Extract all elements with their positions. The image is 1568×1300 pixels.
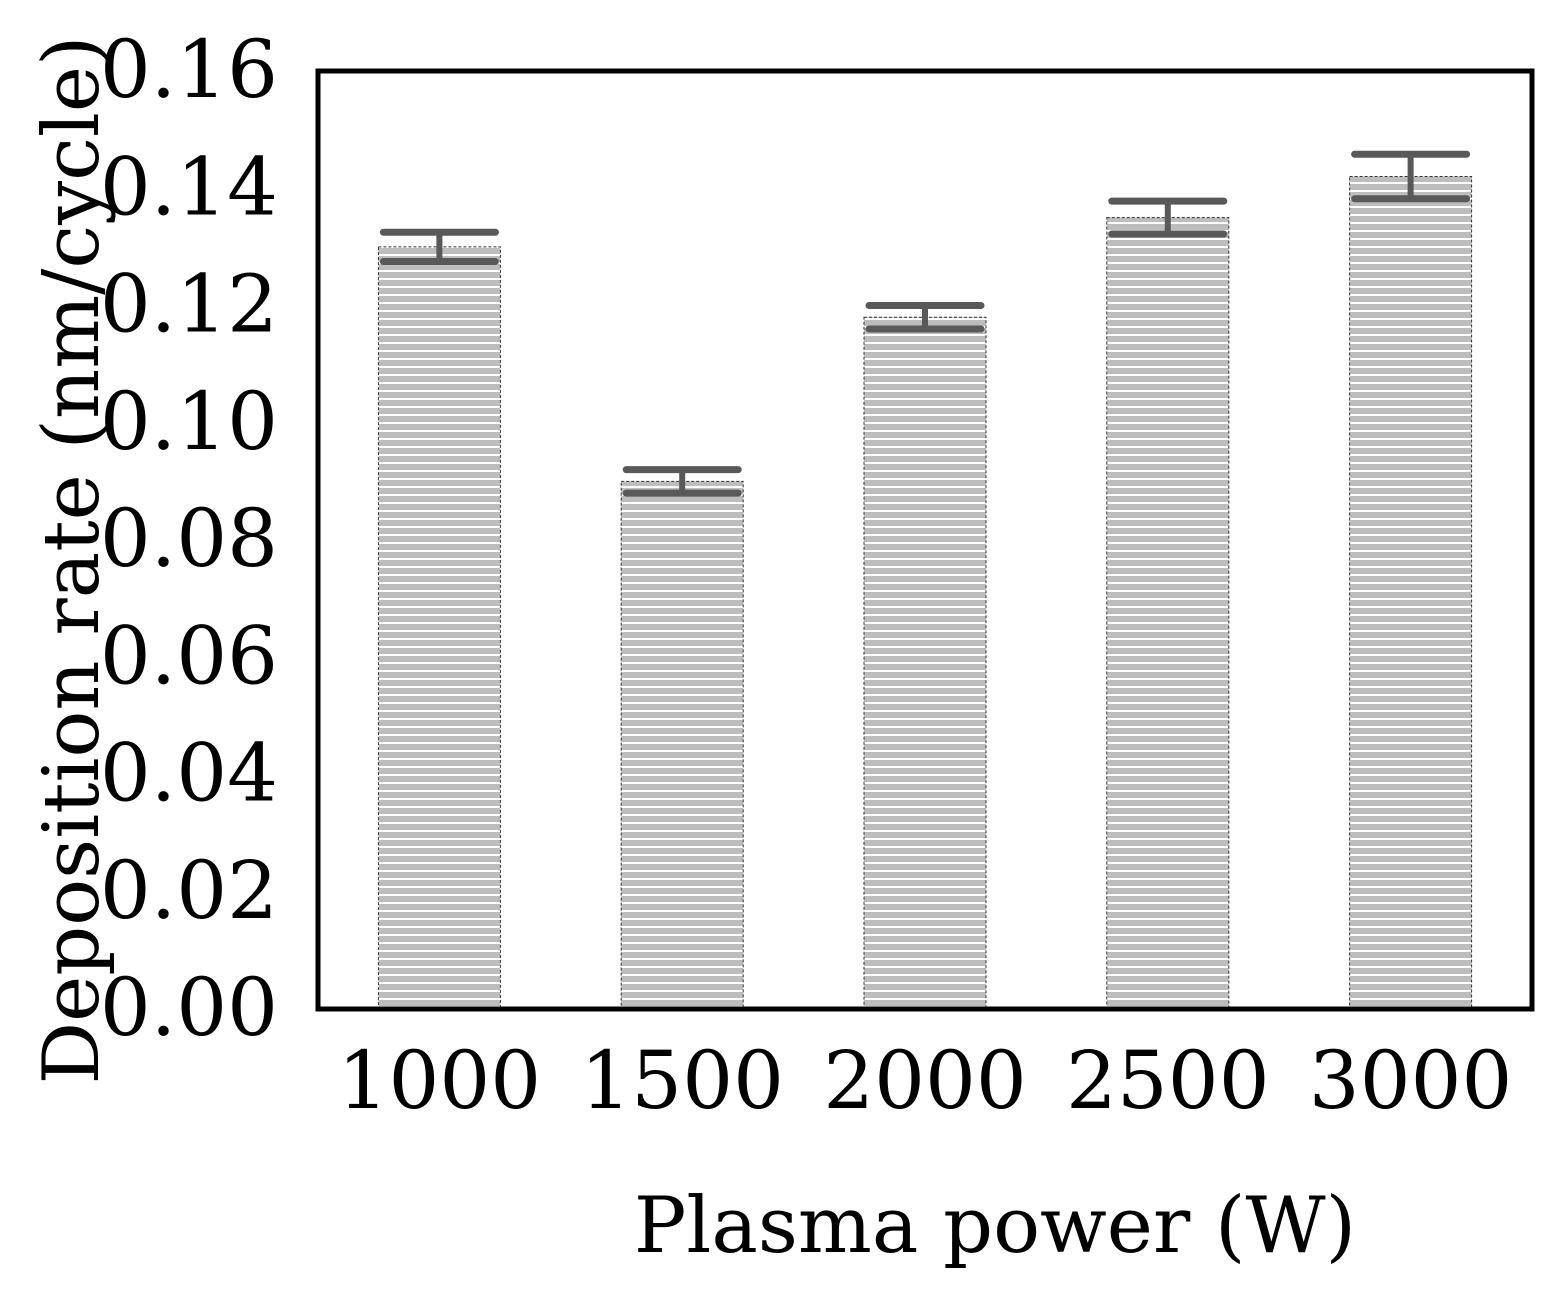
y-tick-label: 0.16: [100, 23, 278, 116]
y-axis-title: Deposition rate (nm/cycle): [27, 36, 117, 1085]
plot-area-frame: [315, 68, 1535, 1012]
y-tick-label: 0.10: [100, 375, 278, 468]
y-tick-label: 0.12: [100, 258, 278, 351]
x-tick-label-2500: 2500: [1066, 1034, 1270, 1127]
x-axis-title: Plasma power (W): [634, 1181, 1356, 1271]
y-tick-label: 0.14: [100, 140, 278, 233]
y-tick-label: 0.00: [100, 961, 278, 1054]
y-tick-label: 0.02: [100, 844, 278, 937]
bar-3000: [1349, 176, 1473, 1010]
y-tick-label: 0.08: [100, 492, 278, 585]
y-tick-label: 0.06: [100, 609, 278, 702]
y-tick-labels: 0.00 0.02 0.04 0.06 0.08 0.10 0.12 0.14 0.16: [100, 23, 278, 1054]
x-tick-label-1500: 1500: [580, 1034, 784, 1127]
y-tick-label: 0.04: [100, 727, 278, 820]
x-tick-label-3000: 3000: [1309, 1034, 1513, 1127]
bar-1500: [620, 480, 744, 1010]
x-tick-label-2000: 2000: [823, 1034, 1027, 1127]
bar-1000: [377, 246, 501, 1010]
x-tick-labels: 1000 1500 2000 2500 3000: [338, 1034, 1513, 1127]
bars-group: [377, 176, 1473, 1010]
bar-2500: [1106, 217, 1230, 1010]
x-tick-label-1000: 1000: [338, 1034, 542, 1127]
bar-2000: [863, 316, 987, 1010]
error-bars-group: [379, 150, 1471, 497]
